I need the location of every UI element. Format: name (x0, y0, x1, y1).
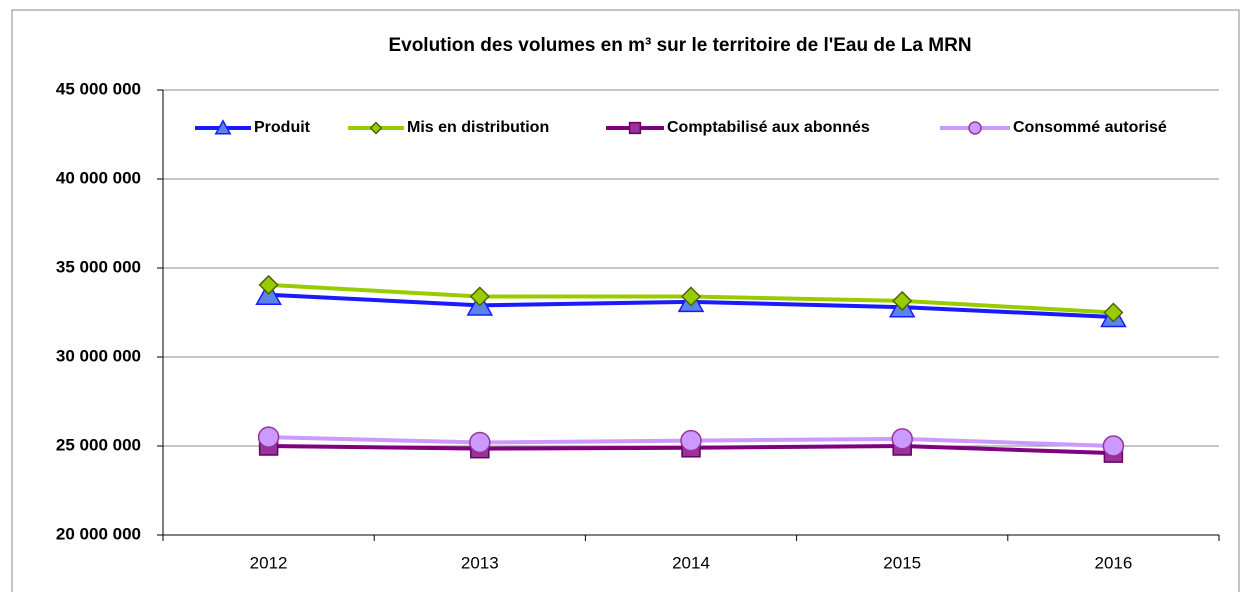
marker (1102, 435, 1125, 457)
marker (214, 119, 232, 135)
marker (628, 121, 642, 135)
y-tick-label: 40 000 000 (56, 168, 141, 187)
marker (892, 290, 913, 311)
y-tick-label: 25 000 000 (56, 435, 141, 454)
marker (891, 428, 913, 450)
legend-label: Produit (254, 119, 311, 136)
marker (257, 426, 280, 448)
marker (469, 286, 490, 307)
marker (968, 121, 982, 135)
x-tick-label: 2013 (461, 553, 499, 572)
chart-title: Evolution des volumes en m³ sur le terri… (388, 35, 971, 56)
marker (258, 274, 279, 295)
y-tick-label: 45 000 000 (56, 79, 141, 98)
x-tick-label: 2015 (883, 553, 921, 572)
marker (1103, 302, 1124, 323)
legend-label: Mis en distribution (407, 119, 549, 136)
y-tick-label: 20 000 000 (56, 524, 141, 543)
y-tick-label: 35 000 000 (56, 257, 141, 276)
marker (369, 121, 383, 135)
marker (680, 286, 702, 307)
marker (680, 429, 702, 452)
y-tick-label: 30 000 000 (56, 346, 141, 365)
legend-label: Consommé autorisé (1013, 119, 1167, 136)
legend-label: Comptabilisé aux abonnés (667, 119, 870, 136)
x-tick-label: 2014 (672, 553, 710, 572)
x-tick-label: 2012 (250, 553, 288, 572)
marker (469, 431, 491, 454)
x-tick-label: 2016 (1094, 553, 1132, 572)
